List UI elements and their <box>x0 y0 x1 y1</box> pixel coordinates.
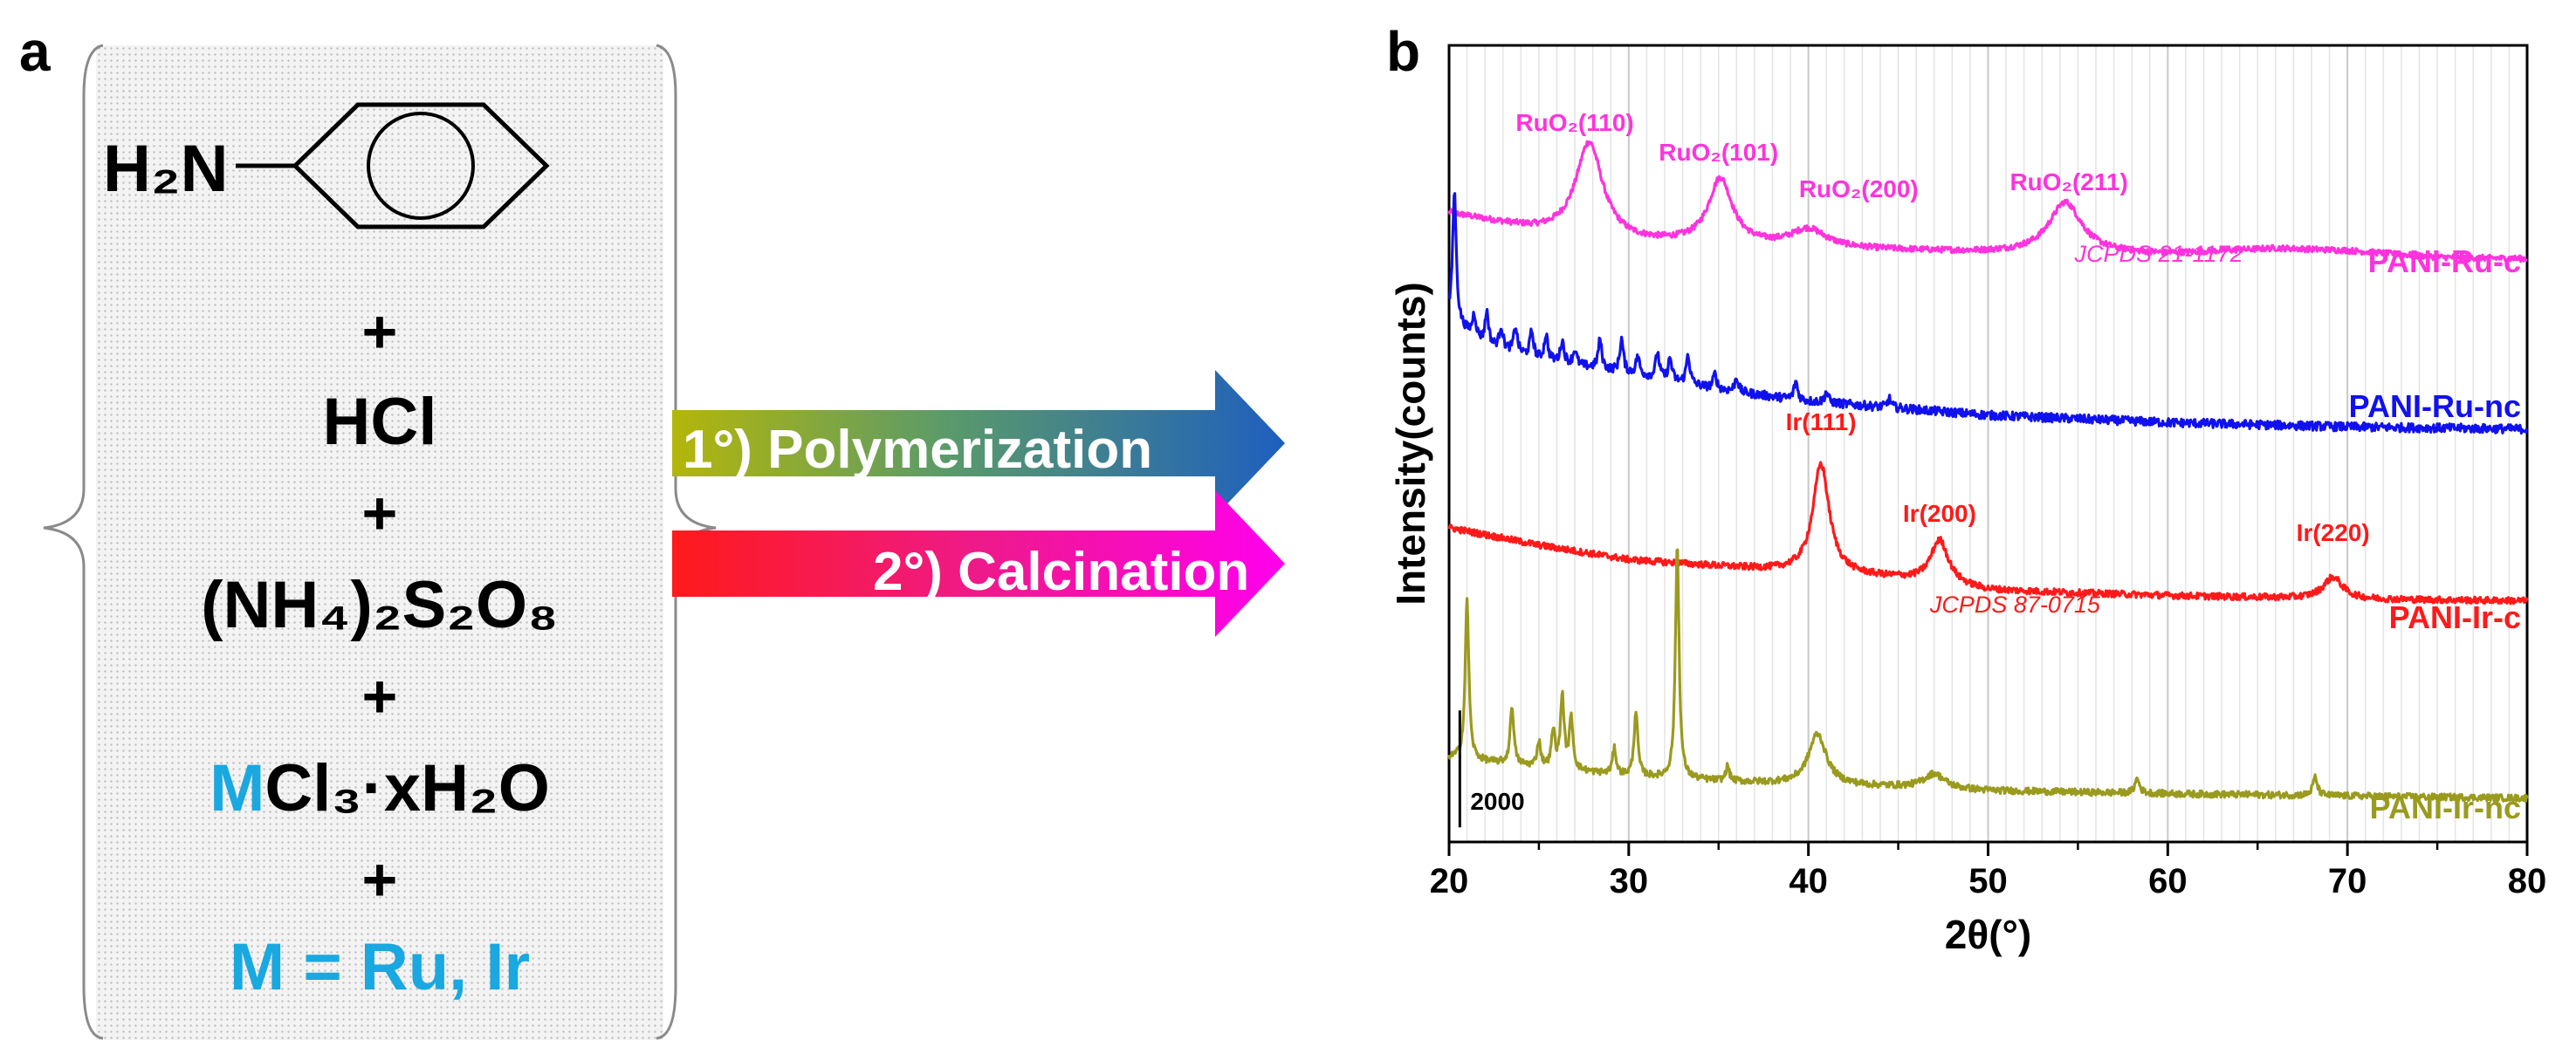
benzene-ring-icon <box>236 102 550 229</box>
metal-chloride-label: MCl₃·xH₂O <box>96 750 663 826</box>
x-tick-label: 30 <box>1610 862 1649 900</box>
jcpds-reference: JCPDS 87-0715 <box>1929 592 2101 618</box>
peak-label: Ir(200) <box>1903 500 1976 527</box>
plus-sign-2: + <box>361 479 398 547</box>
x-tick-label: 20 <box>1430 862 1469 900</box>
x-tick-label: 40 <box>1789 862 1828 900</box>
scale-bar-label: 2000 <box>1470 788 1524 815</box>
hcl-label: HCl <box>322 385 437 459</box>
metal-definition-label: M = Ru, Ir <box>229 930 531 1004</box>
left-brace <box>43 44 104 1040</box>
peak-label: RuO₂(200) <box>1799 175 1919 202</box>
persulfate-label: (NH₄)₂S₂O₈ <box>201 568 559 642</box>
panel-label-a: a <box>19 20 51 83</box>
right-brace <box>656 44 717 1040</box>
series-line-pani-ru-c <box>1447 140 2528 264</box>
plus-sign-1: + <box>361 298 398 366</box>
y-axis-title: Intensity(counts) <box>1388 282 1433 606</box>
peak-label: RuO₂(101) <box>1659 139 1778 166</box>
metal-chloride-rest: Cl₃·xH₂O <box>264 751 550 825</box>
polymerization-arrow-icon <box>672 370 1285 517</box>
series-line-pani-ir-nc <box>1447 548 2529 803</box>
series-line-pani-ru-nc <box>1448 192 2529 435</box>
metal-symbol: M <box>210 751 265 825</box>
peak-label: RuO₂(110) <box>1515 109 1633 136</box>
x-tick-label: 80 <box>2508 862 2547 900</box>
x-tick-label: 50 <box>1968 862 2008 900</box>
calcination-arrow-icon <box>672 490 1285 637</box>
peak-label: Ir(220) <box>2297 519 2370 546</box>
jcpds-reference: JCPDS 21-1172 <box>2073 241 2243 267</box>
series-label: PANI-Ru-nc <box>2349 388 2521 424</box>
amine-text: H₂N <box>103 132 229 206</box>
amine-group-label: H₂N <box>103 131 229 207</box>
calcination-step-label: 2°) Calcination <box>873 542 1250 602</box>
panel-label-b: b <box>1386 20 1421 83</box>
x-axis-title: 2θ(°) <box>1945 912 2031 957</box>
series-label: PANI-Ir-nc <box>2370 790 2521 825</box>
series-label: PANI-Ir-c <box>2389 599 2521 635</box>
plus-sign-4: + <box>361 845 398 914</box>
peak-label: Ir(111) <box>1786 408 1857 435</box>
polymerization-step-label: 1°) Polymerization <box>683 420 1153 480</box>
x-tick-label: 70 <box>2328 862 2367 900</box>
series-label: PANI-Ru-c <box>2368 243 2521 279</box>
arrows-svg <box>672 370 1285 637</box>
x-tick-label: 60 <box>2148 862 2188 900</box>
peak-label: RuO₂(211) <box>2009 168 2127 195</box>
series-line-pani-ir-c <box>1447 461 2529 606</box>
reagent-scheme-box <box>96 45 663 1040</box>
plus-sign-3: + <box>361 662 398 730</box>
